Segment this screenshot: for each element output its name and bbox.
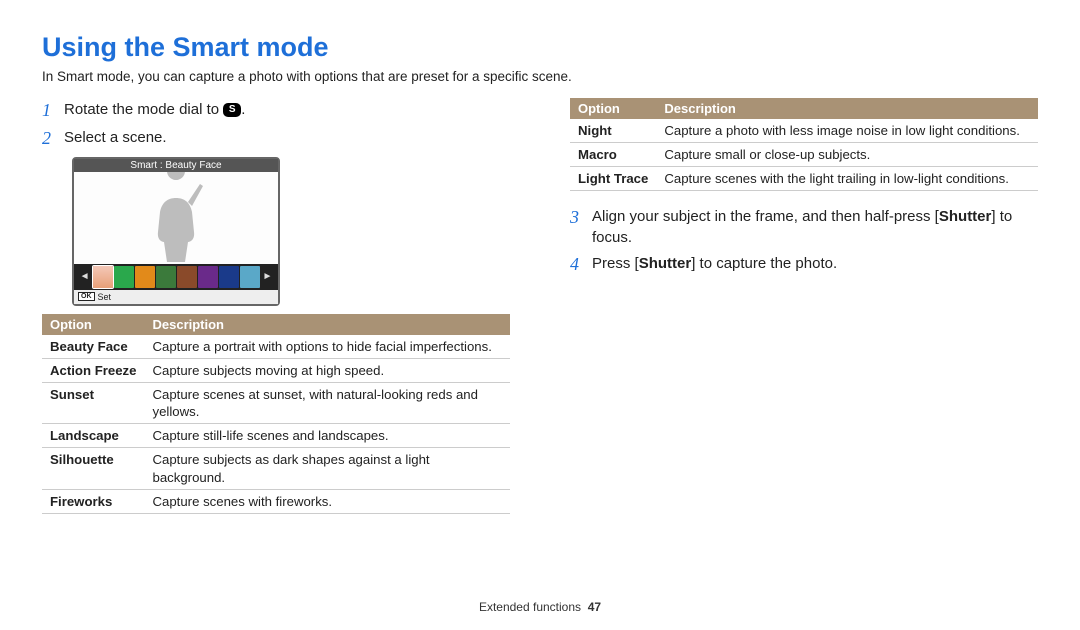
ok-icon: OK xyxy=(78,292,95,301)
step-number: 2 xyxy=(42,126,54,150)
step-number: 4 xyxy=(570,252,582,276)
col-description: Description xyxy=(144,314,510,335)
option-desc: Capture subjects moving at high speed. xyxy=(144,358,510,382)
step-number: 1 xyxy=(42,98,54,122)
step-3: 3 Align your subject in the frame, and t… xyxy=(570,205,1038,248)
table-row: FireworksCapture scenes with fireworks. xyxy=(42,489,510,513)
lcd-footer: OK Set xyxy=(74,290,278,304)
footer-section: Extended functions xyxy=(479,600,581,614)
footer-page-number: 47 xyxy=(588,600,601,614)
thumb-left-arrow-icon: ◄ xyxy=(78,271,92,282)
option-desc: Capture scenes with fireworks. xyxy=(144,489,510,513)
option-desc: Capture scenes with the light trailing i… xyxy=(656,167,1038,191)
option-desc: Capture subjects as dark shapes against … xyxy=(144,448,510,489)
option-name: Silhouette xyxy=(42,448,144,489)
table-row: SilhouetteCapture subjects as dark shape… xyxy=(42,448,510,489)
left-column: 1 Rotate the mode dial to S. 2 Select a … xyxy=(42,98,510,514)
option-name: Light Trace xyxy=(570,167,656,191)
mode-dial-icon: S xyxy=(223,103,241,117)
option-name: Beauty Face xyxy=(42,335,144,359)
scene-thumbnail xyxy=(93,266,113,288)
table-row: MacroCapture small or close-up subjects. xyxy=(570,143,1038,167)
option-desc: Capture small or close-up subjects. xyxy=(656,143,1038,167)
table-row: Beauty FaceCapture a portrait with optio… xyxy=(42,335,510,359)
person-silhouette-icon xyxy=(141,172,211,264)
col-option: Option xyxy=(42,314,144,335)
scene-thumbnail xyxy=(156,266,176,288)
page-footer: Extended functions 47 xyxy=(0,600,1080,614)
option-desc: Capture scenes at sunset, with natural-l… xyxy=(144,382,510,423)
scene-thumbnail xyxy=(219,266,239,288)
thumb-right-arrow-icon: ► xyxy=(261,271,275,282)
table-row: LandscapeCapture still-life scenes and l… xyxy=(42,424,510,448)
lcd-thumbnails: ◄ ► xyxy=(74,264,278,290)
step-text: Press [Shutter] to capture the photo. xyxy=(592,252,837,274)
option-name: Night xyxy=(570,119,656,143)
options-table-left: Option Description Beauty FaceCapture a … xyxy=(42,314,510,514)
table-row: SunsetCapture scenes at sunset, with nat… xyxy=(42,382,510,423)
table-row: Light TraceCapture scenes with the light… xyxy=(570,167,1038,191)
lcd-header: Smart : Beauty Face xyxy=(74,159,278,172)
scene-thumbnail xyxy=(240,266,260,288)
intro-text: In Smart mode, you can capture a photo w… xyxy=(42,69,1038,84)
scene-thumbnail xyxy=(177,266,197,288)
step-text: Select a scene. xyxy=(64,126,167,148)
col-description: Description xyxy=(656,98,1038,119)
step-number: 3 xyxy=(570,205,582,229)
lcd-preview: Smart : Beauty Face ◄ ► OK Set xyxy=(72,157,280,306)
option-desc: Capture a portrait with options to hide … xyxy=(144,335,510,359)
step-text: Align your subject in the frame, and the… xyxy=(592,205,1038,248)
options-table-right: Option Description NightCapture a photo … xyxy=(570,98,1038,191)
option-desc: Capture a photo with less image noise in… xyxy=(656,119,1038,143)
right-column: Option Description NightCapture a photo … xyxy=(570,98,1038,514)
option-name: Fireworks xyxy=(42,489,144,513)
scene-thumbnail xyxy=(135,266,155,288)
option-name: Action Freeze xyxy=(42,358,144,382)
step-text: Rotate the mode dial to S. xyxy=(64,98,245,120)
step-4: 4 Press [Shutter] to capture the photo. xyxy=(570,252,1038,276)
lcd-main-area xyxy=(74,172,278,264)
table-row: Action FreezeCapture subjects moving at … xyxy=(42,358,510,382)
step-1: 1 Rotate the mode dial to S. xyxy=(42,98,510,122)
option-name: Sunset xyxy=(42,382,144,423)
option-name: Landscape xyxy=(42,424,144,448)
step-2: 2 Select a scene. xyxy=(42,126,510,150)
scene-thumbnail xyxy=(198,266,218,288)
scene-thumbnail xyxy=(114,266,134,288)
lcd-footer-label: Set xyxy=(98,292,112,302)
page-title: Using the Smart mode xyxy=(42,32,1038,63)
option-desc: Capture still-life scenes and landscapes… xyxy=(144,424,510,448)
table-row: NightCapture a photo with less image noi… xyxy=(570,119,1038,143)
col-option: Option xyxy=(570,98,656,119)
option-name: Macro xyxy=(570,143,656,167)
